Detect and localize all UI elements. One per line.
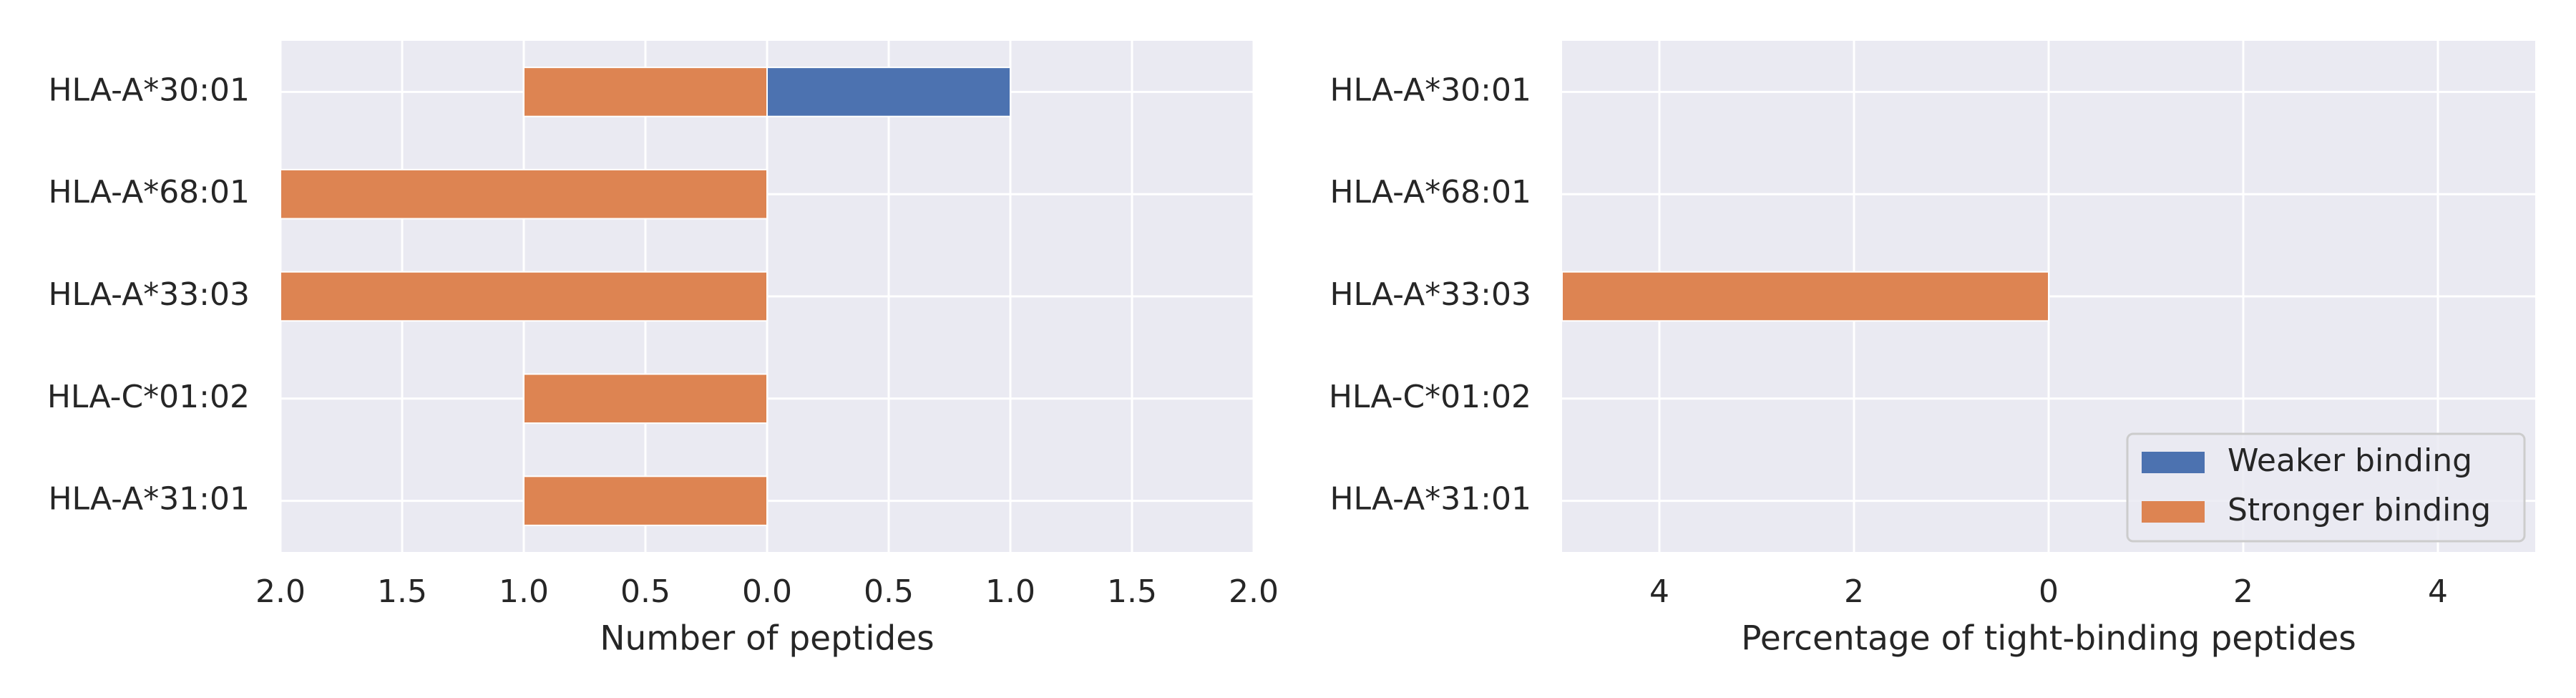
y-tick-label: HLA-A*68:01 — [1330, 174, 1531, 210]
bar-stronger-3 — [523, 373, 768, 425]
x-axis-label: Percentage of tight-binding peptides — [1741, 619, 2356, 659]
left-chart-number-of-peptides: HLA-A*30:01 HLA-A*68:01 HLA-A*33:03 HLA-C*0… — [47, 41, 1279, 659]
x-tick-label: 1.5 — [377, 573, 427, 610]
x-tick-label: 0.5 — [864, 573, 914, 610]
x-tick-label: 4 — [1649, 573, 1669, 610]
bar-stronger-2 — [1561, 271, 2049, 322]
y-tick-label: HLA-C*01:02 — [47, 379, 250, 415]
y-tick-label: HLA-A*31:01 — [48, 481, 250, 518]
x-tick-label: 0 — [2039, 573, 2059, 610]
bar-stronger-2 — [280, 271, 768, 322]
legend: Weaker binding Stronger binding — [2126, 432, 2526, 543]
x-tick-label: 2.0 — [1229, 573, 1279, 610]
legend-entry: Weaker binding — [2228, 442, 2472, 479]
legend-frame — [2126, 432, 2526, 543]
bar-stronger-0 — [523, 67, 768, 117]
y-tick-label: HLA-A*31:01 — [1330, 481, 1531, 518]
x-tick-label: 2 — [2233, 573, 2253, 610]
x-tick-label: 1.0 — [499, 573, 549, 610]
bar-weaker-0 — [766, 67, 1011, 117]
bar-stronger-4 — [523, 475, 768, 526]
x-tick-label: 1.5 — [1107, 573, 1157, 610]
x-axis-label: Number of peptides — [600, 619, 934, 659]
legend-entry: Stronger binding — [2228, 492, 2491, 528]
y-tick-label: HLA-A*68:01 — [48, 174, 250, 210]
x-tick-label: 2 — [1844, 573, 1864, 610]
x-tick-label: 1.0 — [985, 573, 1035, 610]
right-chart-percentage-tight-binding: HLA-A*30:01 HLA-A*68:01 HLA-A*33:03 HLA-C*0… — [1329, 41, 2535, 659]
y-tick-label: HLA-A*30:01 — [48, 72, 250, 108]
legend-swatch — [2142, 452, 2205, 473]
y-tick-label: HLA-A*33:03 — [48, 276, 250, 313]
x-tick-label: 4 — [2428, 573, 2448, 610]
bar-stronger-1 — [280, 168, 768, 220]
x-tick-label: 2.0 — [255, 573, 306, 610]
y-tick-label: HLA-A*30:01 — [1330, 72, 1531, 108]
x-tick-label: 0.0 — [742, 573, 792, 610]
legend-swatch — [2142, 501, 2205, 523]
y-tick-label: HLA-A*33:03 — [1330, 276, 1531, 313]
x-tick-label: 0.5 — [620, 573, 670, 610]
y-tick-label: HLA-C*01:02 — [1329, 379, 1531, 415]
